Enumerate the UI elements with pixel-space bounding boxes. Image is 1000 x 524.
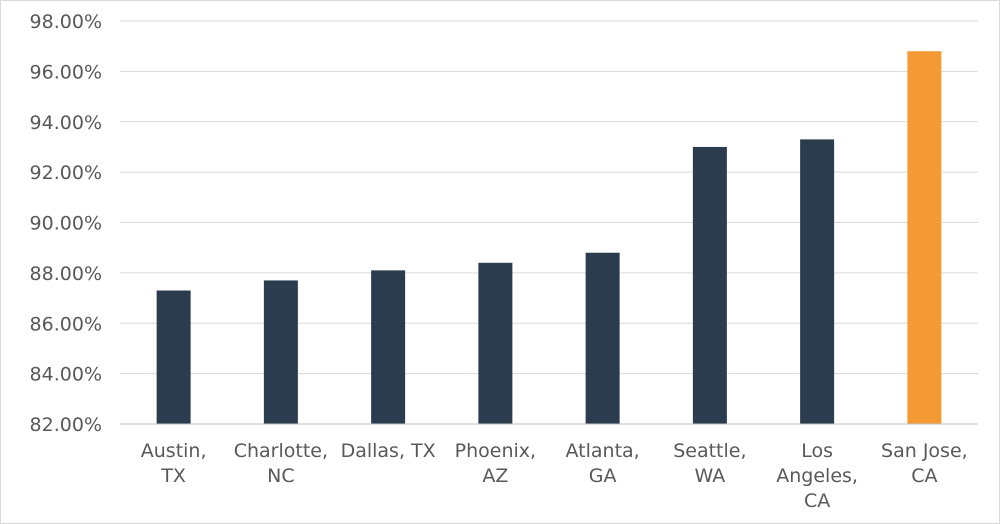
x-category-label: Los Angeles, CA xyxy=(776,440,858,512)
y-tick-label: 96.00% xyxy=(30,61,102,83)
y-tick-label: 82.00% xyxy=(30,414,102,436)
x-category-label: Dallas, TX xyxy=(341,440,436,462)
bar xyxy=(371,270,406,424)
x-category-label: San Jose, CA xyxy=(881,440,968,487)
gridlines xyxy=(120,20,978,375)
bar xyxy=(585,252,620,424)
y-tick-label: 94.00% xyxy=(30,112,102,134)
x-category-label: Phoenix, AZ xyxy=(455,440,536,487)
y-axis-tick-labels: 82.00% 84.00% 86.00% 88.00% 90.00% 92.00% 94.0… xyxy=(30,11,102,436)
x-category-label: Austin, TX xyxy=(141,440,207,487)
x-axis-category-labels: Austin, TX Charlotte, NC Dallas, TX Phoenix, A… xyxy=(141,440,968,512)
bar xyxy=(156,290,191,424)
bar xyxy=(478,262,513,424)
bar xyxy=(263,280,298,424)
bar xyxy=(907,51,942,424)
x-category-label: Seattle, WA xyxy=(673,440,746,487)
y-tick-label: 98.00% xyxy=(30,11,102,33)
bars xyxy=(156,51,942,424)
y-tick-label: 86.00% xyxy=(30,313,102,335)
y-tick-label: 84.00% xyxy=(30,364,102,386)
y-tick-label: 92.00% xyxy=(30,162,102,184)
bar xyxy=(692,146,727,424)
x-category-label: Charlotte, NC xyxy=(234,440,328,487)
bar xyxy=(800,139,835,424)
y-tick-label: 88.00% xyxy=(30,263,102,285)
y-tick-label: 90.00% xyxy=(30,213,102,235)
x-category-label: Atlanta, GA xyxy=(566,440,640,487)
